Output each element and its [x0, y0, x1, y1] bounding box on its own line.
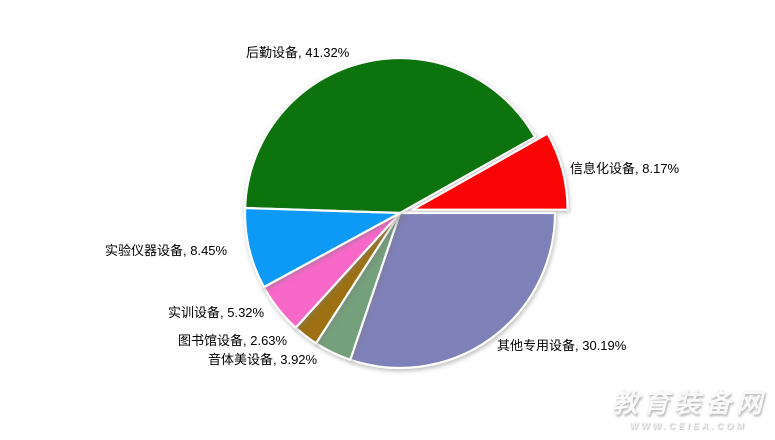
slice-label-music-pe-art-equipment: 音体美设备, 3.92% [208, 352, 318, 367]
watermark-title: 教育装备网 [612, 389, 768, 419]
slice-label-practical-training-equipment: 实训设备, 5.32% [168, 305, 265, 320]
pie-slice-3 [349, 211, 557, 370]
slice-label-informatization-equipment: 信息化设备, 8.17% [570, 161, 680, 176]
watermark-url: WWW.CEIEA.COM [629, 421, 747, 431]
slice-label-lab-instrument-equipment: 实验仪器设备, 8.45% [105, 243, 228, 258]
slice-label-logistics-equipment: 后勤设备, 41.32% [246, 45, 350, 60]
slice-label-library-equipment: 图书馆设备, 2.63% [178, 333, 288, 348]
slice-label-other-special-equipment: 其他专用设备, 30.19% [497, 338, 627, 353]
pie-slice-1 [244, 56, 537, 215]
pie-slice-7 [243, 206, 402, 289]
pie-slice-2 [411, 132, 569, 211]
watermark-logo: 教育装备网 WWW.CEIEA.COM [612, 383, 764, 431]
